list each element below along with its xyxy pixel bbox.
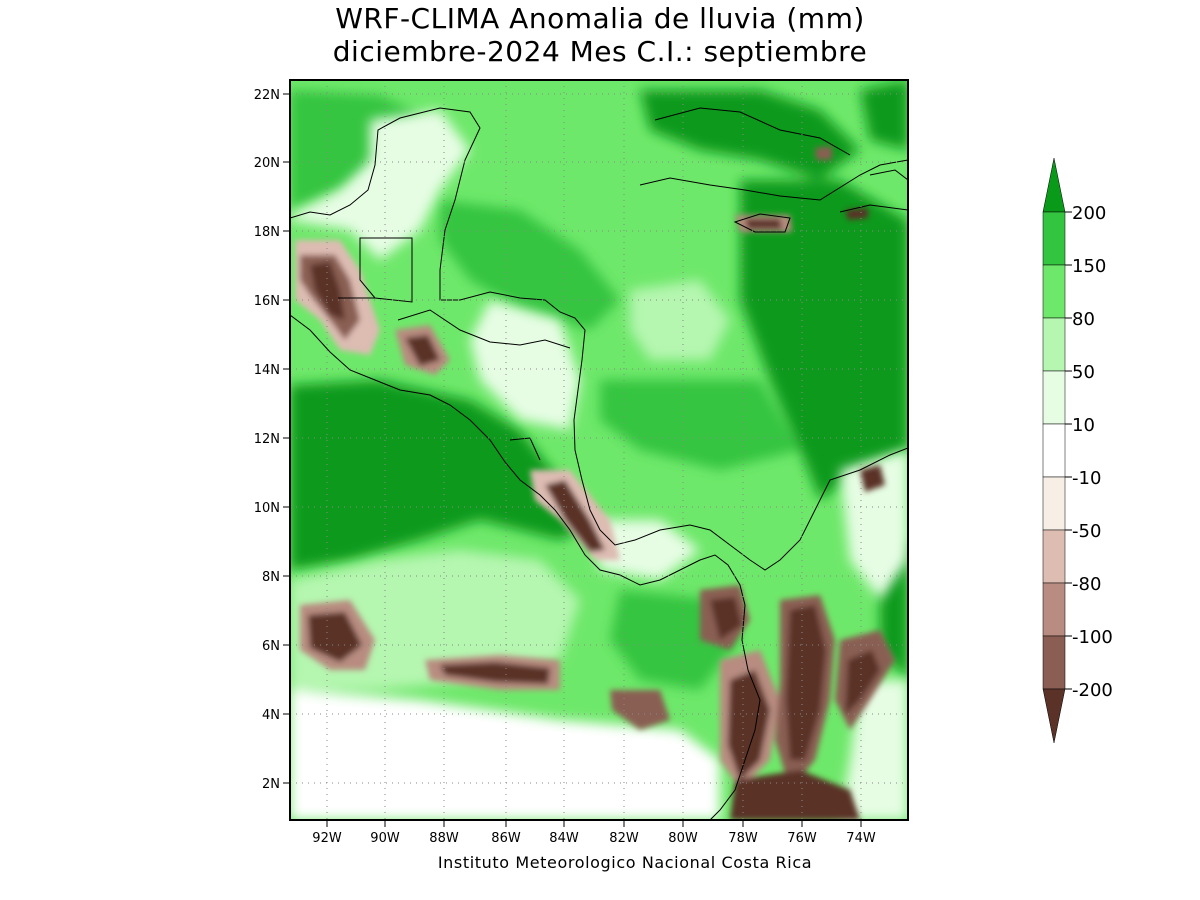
lat-tick-label: 12N [254, 432, 280, 447]
lat-tick-label: 20N [254, 156, 280, 171]
colorbar-label: 150 [1072, 256, 1106, 277]
lon-tick-label: 84W [549, 831, 579, 846]
colorbar-label: -10 [1072, 468, 1101, 489]
lon-tick-label: 90W [370, 831, 400, 846]
lat-tick-label: 8N [262, 570, 280, 585]
lat-tick-label: 18N [254, 225, 280, 240]
lat-tick-label: 2N [262, 777, 280, 792]
colorbar-label: -100 [1072, 627, 1113, 648]
graticule [290, 80, 908, 820]
lon-tick-label: 76W [787, 831, 817, 846]
lat-tick-label: 22N [254, 88, 280, 103]
colorbar-label: 50 [1072, 362, 1095, 383]
lat-tick-label: 14N [254, 363, 280, 378]
colorbar-label: -80 [1072, 574, 1101, 595]
color-bar: 200 150 80 50 10 -10 -50 -80 -100 -200 [1042, 157, 1113, 744]
colorbar-min-arrow [1042, 688, 1066, 744]
anomaly-field [290, 80, 908, 820]
coastlines [290, 107, 908, 820]
lon-tick-label: 88W [429, 831, 459, 846]
lon-tick-label: 80W [668, 831, 698, 846]
lat-tick-label: 10N [254, 501, 280, 516]
lon-tick-label: 82W [609, 831, 639, 846]
lon-tick-label: 74W [846, 831, 876, 846]
map-frame [289, 79, 909, 821]
colorbar-label: 10 [1072, 415, 1095, 436]
colorbar-label: -200 [1072, 680, 1113, 701]
lon-tick-label: 92W [312, 831, 342, 846]
institution-credit: Instituto Meteorologico Nacional Costa R… [437, 853, 813, 872]
longitude-axis: 92W 90W 88W 86W 84W 82W 80W 78W 76W 74W [312, 831, 876, 846]
colorbar-label: 200 [1072, 203, 1106, 224]
colorbar-max-arrow [1042, 157, 1066, 213]
lat-tick-label: 6N [262, 639, 280, 654]
lat-tick-label: 16N [254, 294, 280, 309]
lon-tick-label: 86W [491, 831, 521, 846]
colorbar-label: -50 [1072, 521, 1101, 542]
lon-tick-label: 78W [728, 831, 758, 846]
map-subtitle: diciembre-2024 Mes C.I.: septiembre [332, 35, 868, 68]
map-title: WRF-CLIMA Anomalia de lluvia (mm) [335, 2, 865, 35]
latitude-axis: 22N 20N 18N 16N 14N 12N 10N 8N 6N 4N 2N [254, 88, 280, 792]
lat-tick-label: 4N [262, 708, 280, 723]
colorbar-label: 80 [1072, 309, 1095, 330]
